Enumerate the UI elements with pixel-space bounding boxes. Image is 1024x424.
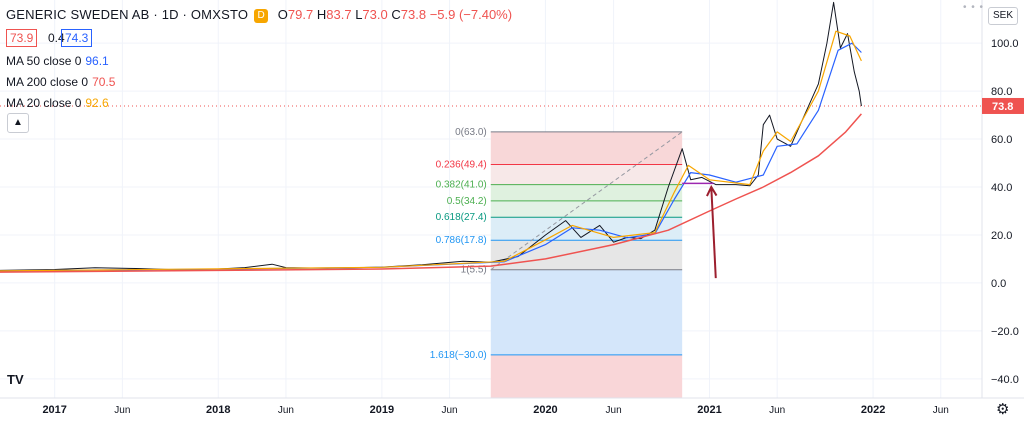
x-tick-label: Jun (114, 405, 130, 416)
gear-icon[interactable]: ⚙ (996, 401, 1010, 418)
change-value: −5.9 (−7.40%) (429, 7, 513, 22)
open-value: 79.7 (287, 7, 314, 22)
x-tick-label: Jun (769, 405, 785, 416)
series-line-ma200 (0, 113, 862, 273)
fib-band (490, 164, 683, 185)
close-label: C (391, 7, 401, 22)
indicator-value: 92.6 (85, 96, 109, 110)
x-tick-label: Jun (606, 405, 622, 416)
open-label: O (277, 7, 288, 22)
indicator-label: MA 200 close 0 (6, 75, 89, 89)
bid-price-box[interactable]: 73.9 (6, 29, 38, 47)
indicator-ma50[interactable]: MA 50 close 0 96.1 (6, 54, 109, 68)
fib-level-label: 0.786(17.8) (436, 235, 487, 246)
close-value: 73.8 (400, 7, 427, 22)
fib-level-label: 1.618(−30.0) (430, 350, 487, 361)
last-price-badge (982, 97, 1024, 114)
fib-level-label: 0(63.0) (455, 127, 487, 138)
fib-band (490, 184, 683, 201)
y-tick-label: 40.0 (991, 182, 1012, 194)
fib-band (490, 269, 683, 355)
indicator-label: MA 50 close 0 (6, 54, 82, 68)
fib-trend-line (490, 131, 683, 271)
series-line-ma50 (0, 42, 862, 272)
x-tick-label: Jun (441, 405, 457, 416)
x-tick-label: Jun (933, 405, 949, 416)
tradingview-logo: TV (7, 372, 24, 387)
y-tick-label: 20.0 (991, 230, 1012, 242)
fib-level-label: 0.5(34.2) (447, 196, 487, 207)
low-label: L (355, 7, 363, 22)
x-tick-label: Jun (278, 405, 294, 416)
annotation-arrow-shaft (710, 186, 717, 279)
series-line-ma20 (0, 30, 862, 272)
x-tick-label: 2021 (697, 404, 721, 416)
fib-band (490, 131, 683, 165)
y-tick-label: 80.0 (991, 86, 1012, 98)
symbol-title[interactable]: GENERIC SWEDEN AB · 1D · OMXSTO (6, 7, 249, 22)
x-tick-label: 2022 (861, 404, 885, 416)
fib-band (490, 354, 683, 398)
x-tick-label: 2020 (533, 404, 557, 416)
annotation-arrow-head (706, 184, 718, 197)
fib-level-label: 0.618(27.4) (436, 212, 487, 223)
y-tick-label: 60.0 (991, 134, 1012, 146)
ohlc-readout: O79.7 H83.7 L73.0 C73.8 −5.9 (−7.40%) (278, 7, 512, 22)
y-tick-label: 100.0 (991, 38, 1019, 50)
data-badge: D (254, 9, 269, 23)
currency-button[interactable]: SEK (988, 7, 1018, 25)
indicator-ma20[interactable]: MA 20 close 0 92.6 (6, 96, 109, 110)
x-tick-label: 2018 (206, 404, 230, 416)
x-tick-label: 2017 (42, 404, 66, 416)
fib-level-label: 0.382(41.0) (436, 180, 487, 191)
fib-band (490, 240, 683, 270)
more-dots-icon[interactable]: • • • (963, 2, 985, 13)
chevron-up-icon[interactable]: ▲ (7, 113, 29, 133)
fib-level-label: 1(5.5) (461, 265, 487, 276)
indicator-label: MA 20 close 0 (6, 96, 82, 110)
fib-level-label: 0.236(49.4) (436, 159, 487, 170)
y-tick-label: −40.0 (991, 374, 1019, 386)
last-price-badge-label: 73.8 (992, 101, 1013, 113)
ask-price-box[interactable]: 74.3 (61, 29, 93, 47)
high-value: 83.7 (326, 7, 352, 22)
indicator-value: 96.1 (85, 54, 109, 68)
indicator-value: 70.5 (92, 75, 116, 89)
series-line-price (0, 1, 862, 271)
fib-band (490, 200, 683, 218)
low-value: 73.0 (362, 7, 388, 22)
x-tick-label: 2019 (370, 404, 394, 416)
indicator-ma200[interactable]: MA 200 close 0 70.5 (6, 75, 115, 89)
high-label: H (316, 7, 327, 22)
y-tick-label: −20.0 (991, 326, 1019, 338)
chart-header: GENERIC SWEDEN AB · 1D · OMXSTO D O79.7 H… (6, 7, 512, 23)
y-tick-label: 0.0 (991, 278, 1006, 290)
spread-value: 0.4 (48, 31, 65, 45)
